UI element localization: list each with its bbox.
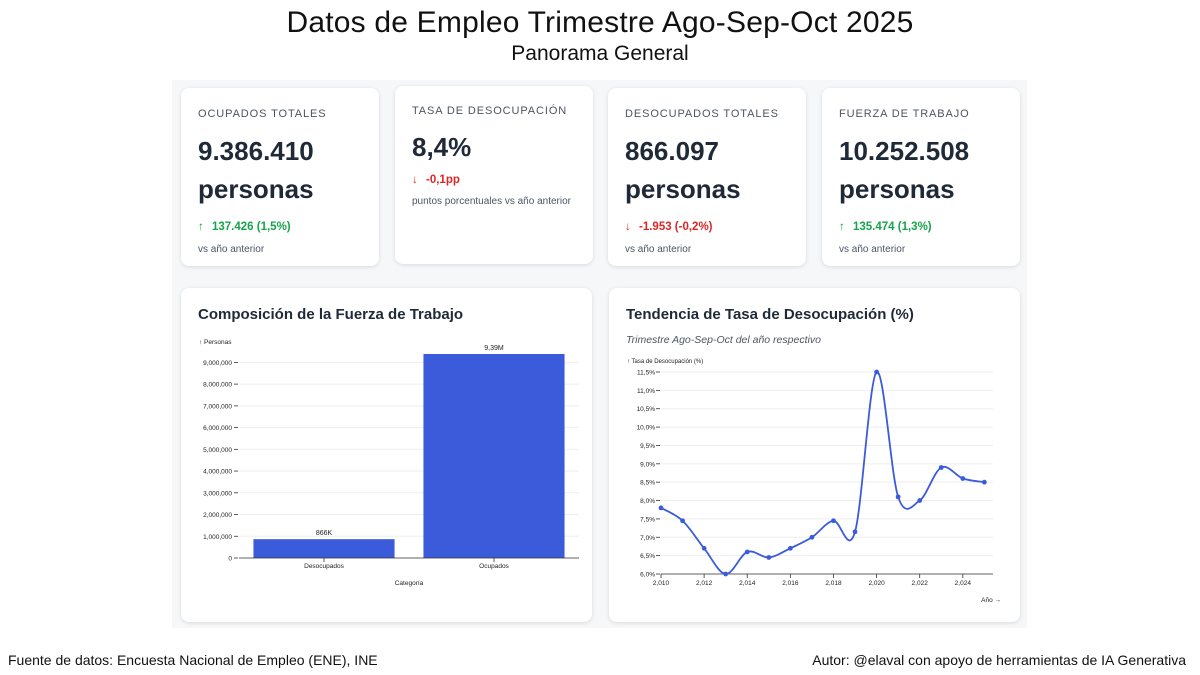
kpi-change: ↓ -1.953 (-0,2%) [625,221,713,233]
kpi-label: TASA DE DESOCUPACIÓN [412,105,568,117]
x-tick-label: 2,022 [912,580,929,587]
bar-data-label: 866K [316,530,333,537]
kpi-note: vs año anterior [198,244,265,255]
point-2016 [787,545,793,551]
kpi-change: ↓ -0,1pp [412,174,460,186]
point-2013 [723,571,729,577]
x-tick-label: 2,018 [825,580,842,587]
point-2022 [917,498,923,503]
arrow-up-icon: ↑ [198,221,204,233]
kpi-value: 10.252.508 personas [839,136,970,204]
kpi-card-tasa: TASA DE DESOCUPACIÓN 8,4% ↓ -0,1pp puntos… [395,86,593,264]
line-chart-title: Tendencia de Tasa de Desocupación (%) [626,306,914,323]
line-chart-card: Tendencia de Tasa de Desocupación (%) Tr… [609,288,1020,622]
kpi-card-desocupados: DESOCUPADOS TOTALES 866.097 personas ↓ -1.… [608,88,806,266]
x-tick-label: Desocupados [304,563,344,570]
line-chart: ↑ Tasa de Desocupación (%) 6,0% 6,5% 7,0% 7,… [627,359,1001,604]
series-line [660,371,985,575]
page-subtitle: Panorama General [511,42,689,65]
point-2020 [874,369,879,375]
point-2017 [809,534,815,540]
point-2024 [960,476,966,481]
y-tick-label: 7,0% [640,535,655,542]
kpi-change: ↑ 135.474 (1,3%) [839,221,932,233]
source-note: Fuente de datos: Encuesta Nacional de Em… [8,652,378,668]
dashboard-panel: OCUPADOS TOTALES 9.386.410 personas ↑ 137.… [172,80,1027,628]
point-2023 [938,465,944,470]
kpi-label: OCUPADOS TOTALES [198,108,327,120]
point-2014 [744,549,750,555]
x-tick-label: Ocupados [479,563,509,570]
kpi-note: vs año anterior [625,244,692,255]
y-tick-label: 7,5% [640,516,655,523]
bar-chart-title: Composición de la Fuerza de Trabajo [198,306,464,323]
kpi-card-ocupados: OCUPADOS TOTALES 9.386.410 personas ↑ 137.… [181,88,379,266]
x-tick-label: 2,020 [868,580,885,587]
line-chart-subtitle: Trimestre Ago-Sep-Oct del año respectivo [626,334,821,346]
kpi-value: 8,4% [412,132,472,162]
arrow-up-icon: ↑ [839,221,845,233]
point-2012 [701,545,707,551]
x-axis-label: Categoría [395,580,424,587]
y-tick-label: 6,0% [640,572,655,579]
y-tick-label: 1,000,000 [203,534,232,541]
x-axis-label: Año → [981,597,1001,604]
kpi-label: DESOCUPADOS TOTALES [625,108,779,120]
bar-desocupados [253,539,395,558]
kpi-value: 9.386.410 personas [198,136,314,204]
y-tick-label: 9,000,000 [203,360,232,367]
x-tick-label: 2,014 [739,580,756,587]
y-tick-label: 6,5% [640,553,655,560]
author-note: Autor: @elaval con apoyo de herramientas… [812,652,1186,668]
kpi-label: FUERZA DE TRABAJO [839,108,970,120]
bar-ocupados [423,353,565,558]
y-tick-label: 7,000,000 [203,403,232,410]
bar-data-label: 9,39M [484,345,504,352]
y-tick-label: 8,000,000 [203,382,232,389]
y-tick-label: 9,5% [640,443,655,450]
arrow-down-icon: ↓ [412,174,418,186]
y-tick-label: 5,000,000 [203,447,232,454]
x-tick-label: 2,016 [782,580,799,587]
point-2021 [895,494,901,500]
bar-chart-card: Composición de la Fuerza de Trabajo ↑ Pe… [181,288,592,622]
y-axis-label: ↑ Tasa de Desocupación (%) [627,359,703,365]
kpi-value: 866.097 personas [625,136,741,204]
point-2015 [766,555,772,560]
y-tick-label: 0 [228,556,232,563]
kpi-note: vs año anterior [839,244,906,255]
x-tick-label: 2,012 [696,580,713,587]
kpi-note: puntos porcentuales vs año anterior [412,196,571,207]
kpi-card-fuerza: FUERZA DE TRABAJO 10.252.508 personas ↑ 13… [822,88,1020,266]
y-tick-label: 10,5% [637,406,656,413]
y-tick-label: 8,0% [640,498,655,505]
y-tick-label: 6,000,000 [203,425,232,432]
point-2019 [852,529,858,535]
y-tick-label: 4,000,000 [203,469,232,476]
x-tick-label: 2,010 [653,580,670,587]
page-title: Datos de Empleo Trimestre Ago-Sep-Oct 20… [286,6,914,39]
arrow-down-icon: ↓ [625,221,631,233]
y-tick-label: 2,000,000 [203,512,232,519]
y-tick-label: 8,5% [640,480,655,487]
bar-chart: ↑ Personas 0 1,000,000 2,000,000 3,000,000 4,… [199,339,579,587]
y-tick-label: 11,0% [637,388,655,395]
point-2011 [680,518,685,524]
y-tick-label: 9,0% [640,461,655,468]
kpi-change: ↑ 137.426 (1,5%) [198,221,291,233]
point-2018 [831,518,836,524]
y-tick-label: 10,0% [637,425,656,432]
x-tick-label: 2,024 [955,580,972,587]
y-tick-label: 3,000,000 [203,490,232,497]
point-2010 [658,505,664,511]
y-axis-label: ↑ Personas [199,339,232,346]
y-tick-label: 11,5% [637,370,655,377]
point-2025 [981,479,987,485]
